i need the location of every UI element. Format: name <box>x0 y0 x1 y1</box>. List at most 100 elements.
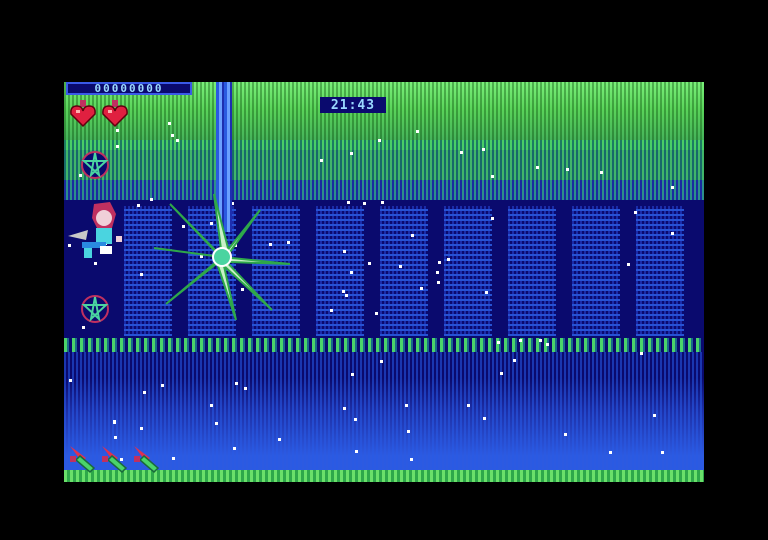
star <box>210 222 213 225</box>
star <box>116 145 119 148</box>
star <box>233 447 236 450</box>
star <box>368 262 371 265</box>
star <box>438 261 441 264</box>
star <box>519 339 522 342</box>
score-counter: 00000000 <box>66 82 192 95</box>
game-screen: 00000000 21:43 <box>64 82 704 482</box>
star <box>351 373 354 376</box>
star <box>671 232 674 235</box>
star <box>410 458 413 461</box>
star <box>627 263 630 266</box>
star <box>661 451 664 454</box>
star <box>380 360 383 363</box>
star <box>600 171 603 174</box>
building <box>316 206 364 336</box>
star <box>467 404 470 407</box>
star <box>609 451 612 454</box>
star <box>343 407 346 410</box>
star <box>634 211 637 214</box>
heart-potion-icon <box>70 100 96 128</box>
star <box>513 359 516 362</box>
ground-grass <box>64 470 704 482</box>
building <box>124 206 172 336</box>
star <box>355 450 358 453</box>
star <box>79 174 82 177</box>
heart-potion-icon <box>102 100 128 128</box>
star <box>363 202 366 205</box>
star <box>405 404 408 407</box>
star <box>416 130 419 133</box>
star <box>447 258 450 261</box>
star <box>235 382 238 385</box>
star <box>500 372 503 375</box>
star <box>491 217 494 220</box>
star <box>566 168 569 171</box>
star <box>113 421 116 424</box>
star <box>381 201 384 204</box>
building <box>444 206 492 336</box>
star <box>120 458 123 461</box>
building <box>252 206 300 336</box>
star <box>653 414 656 417</box>
star <box>437 281 440 284</box>
star <box>94 262 97 265</box>
star <box>671 186 674 189</box>
star <box>347 201 350 204</box>
star <box>399 265 402 268</box>
star <box>483 417 486 420</box>
star <box>241 288 244 291</box>
star <box>200 255 203 258</box>
star <box>320 159 323 162</box>
star <box>68 244 71 247</box>
star <box>215 422 218 425</box>
star <box>539 339 542 342</box>
star <box>150 198 153 201</box>
star <box>491 175 494 178</box>
building <box>636 206 684 336</box>
pentagram-rune-icon <box>81 295 109 323</box>
witch-heroine-sprite <box>68 202 122 258</box>
star <box>546 343 549 346</box>
star <box>176 139 179 142</box>
missile-icon <box>102 446 128 474</box>
star <box>269 243 272 246</box>
star <box>140 427 143 430</box>
star <box>345 294 348 297</box>
pentagram-rune-icon <box>81 151 109 179</box>
star <box>354 418 357 421</box>
star <box>82 326 85 329</box>
star <box>143 391 146 394</box>
star <box>411 234 414 237</box>
building <box>380 206 428 336</box>
building <box>508 206 556 336</box>
star <box>436 271 439 274</box>
star <box>244 387 247 390</box>
star <box>407 430 410 433</box>
star <box>497 341 500 344</box>
building <box>572 206 620 336</box>
city-skyline <box>64 200 704 340</box>
star <box>161 384 164 387</box>
star <box>140 273 143 276</box>
star <box>278 438 281 441</box>
star <box>564 433 567 436</box>
grass-strip <box>64 338 704 352</box>
star <box>137 204 140 207</box>
star <box>460 151 463 154</box>
star <box>168 122 171 125</box>
star <box>172 457 175 460</box>
star <box>171 134 174 137</box>
star <box>640 352 643 355</box>
star <box>375 312 378 315</box>
star <box>485 291 488 294</box>
star <box>330 309 333 312</box>
water-plane <box>64 352 704 482</box>
star <box>343 250 346 253</box>
missile-icon <box>134 446 160 474</box>
star <box>287 241 290 244</box>
star <box>342 290 345 293</box>
star <box>378 139 381 142</box>
star <box>210 404 213 407</box>
star <box>116 129 119 132</box>
star <box>69 379 72 382</box>
